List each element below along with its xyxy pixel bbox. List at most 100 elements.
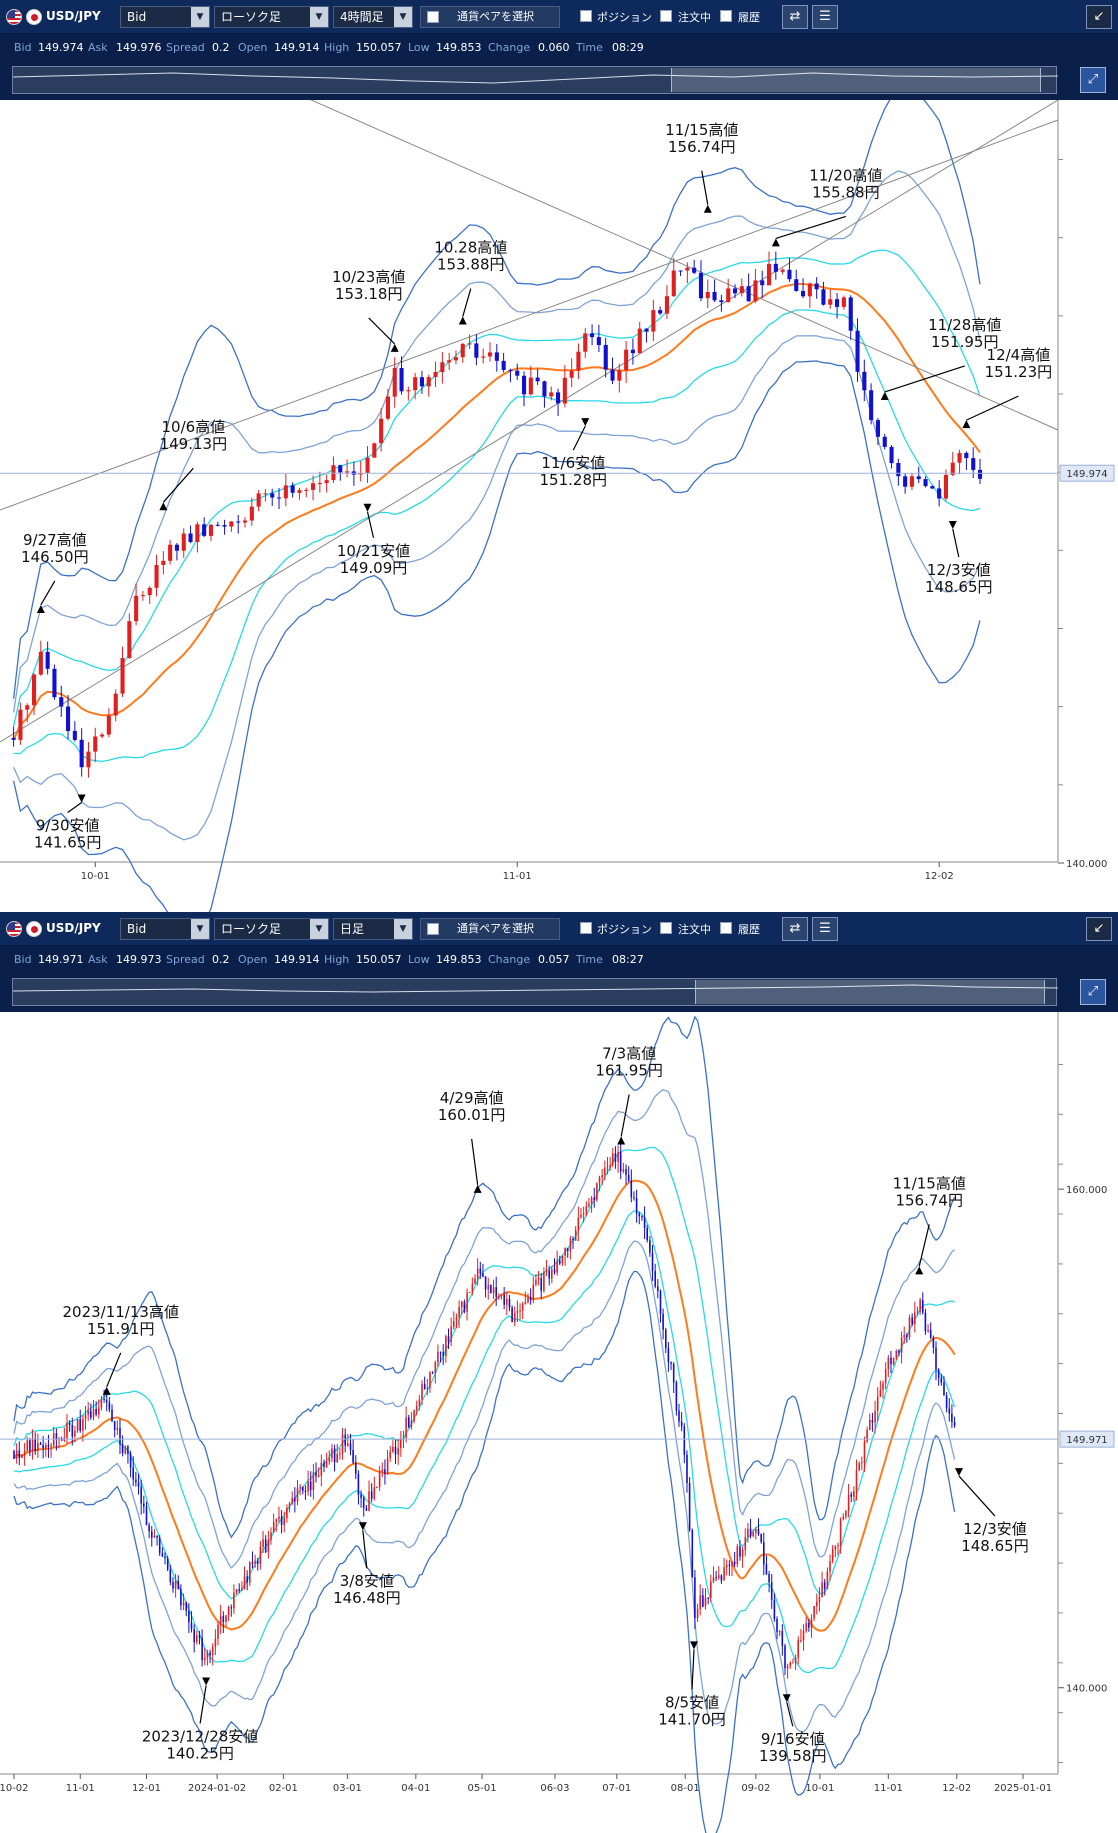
price-type-select[interactable]: Bid ▼ — [120, 6, 210, 28]
candle-body — [625, 1169, 627, 1175]
candle-body — [423, 1384, 426, 1390]
position-checkbox[interactable] — [580, 922, 592, 934]
candle-body — [906, 1335, 908, 1338]
candle-body — [853, 1491, 855, 1497]
candle-body — [760, 280, 765, 286]
candle-body — [405, 1417, 407, 1438]
candle-body — [624, 349, 629, 371]
candle-body — [455, 1317, 458, 1322]
candle-body — [768, 1574, 770, 1583]
price-chart-daily[interactable]: 160.000 140.000 10-02 11-01 12-01 2024-01-02 0… — [0, 1012, 1118, 1833]
chart-tool-icon[interactable]: ⇄ — [782, 5, 808, 29]
chart-style-select[interactable]: ローソク足 ▼ — [214, 6, 329, 28]
candle-body — [421, 1384, 423, 1400]
navigator-scroller[interactable] — [12, 978, 1058, 1006]
candle-body — [755, 1529, 757, 1533]
x-tick-label: 11-01 — [66, 1783, 95, 1794]
candle-body — [201, 1637, 203, 1661]
candle-body — [270, 493, 275, 498]
collapse-arrow-icon[interactable]: ↙ — [1086, 5, 1112, 29]
price-type-select[interactable]: Bid ▼ — [120, 918, 210, 940]
candle-body — [275, 1519, 278, 1522]
annotation-value: 146.48円 — [333, 1589, 401, 1607]
candle-body — [11, 737, 16, 740]
position-checkbox[interactable] — [580, 10, 592, 22]
candle-body — [930, 486, 935, 489]
candle-body — [637, 328, 642, 354]
candle-body — [802, 1630, 805, 1641]
time-label: Time — [576, 953, 603, 966]
candle-body — [736, 1546, 739, 1565]
plot-background — [0, 1012, 1118, 1833]
candle-body — [484, 1276, 487, 1290]
x-tick-label: 2025-01-01 — [994, 1783, 1052, 1794]
select-pair-button[interactable]: 通貨ペアを選択 — [420, 6, 560, 28]
annotation-value: 149.13円 — [160, 435, 228, 453]
history-checkbox[interactable] — [720, 922, 732, 934]
high-value: 150.057 — [356, 953, 402, 966]
price-chart-4h[interactable]: 140.000 10-01 11-01 12-02 149.974 9/27高値146.5… — [0, 100, 1118, 912]
candle-body — [103, 1399, 105, 1400]
annotation-arrowhead — [948, 520, 957, 529]
expand-icon[interactable]: ⤢ — [1080, 67, 1106, 93]
candle-body — [739, 1546, 741, 1557]
candle-body — [866, 1429, 868, 1442]
annotation-value: 161.95円 — [595, 1062, 663, 1080]
high-label: High — [324, 41, 350, 54]
candle-body — [119, 1427, 121, 1445]
candle-body — [712, 1577, 715, 1582]
low-value: 149.853 — [436, 41, 482, 54]
candle-body — [515, 370, 520, 376]
open-label: Open — [238, 953, 268, 966]
select-pair-checkbox[interactable] — [427, 923, 439, 935]
annotation-arrowhead — [690, 1641, 699, 1650]
currency-pair-label[interactable]: USD/JPY — [46, 9, 101, 23]
candle-body — [408, 1417, 410, 1427]
trend-line — [0, 100, 1059, 743]
candle-body — [397, 1448, 399, 1455]
annotation-label: 11/15高値 — [893, 1174, 966, 1192]
candle-body — [532, 1284, 535, 1301]
navigator-selection-handle[interactable] — [695, 980, 1045, 1004]
candle-body — [612, 1153, 614, 1165]
settings-list-icon[interactable]: ☰ — [812, 917, 838, 941]
currency-pair-label[interactable]: USD/JPY — [46, 921, 101, 935]
candle-body — [355, 1462, 357, 1474]
candle-body — [582, 1213, 585, 1215]
history-checkbox[interactable] — [720, 10, 732, 22]
timeframe-select[interactable]: 日足 ▼ — [333, 918, 413, 940]
candle-body — [875, 420, 880, 437]
candle-body — [535, 377, 540, 382]
candle-body — [120, 658, 125, 694]
candle-body — [399, 368, 404, 392]
candle-body — [957, 452, 962, 463]
navigator-selection-handle[interactable] — [671, 68, 1041, 92]
candle-body — [331, 1448, 333, 1459]
chart-style-select[interactable]: ローソク足 ▼ — [214, 918, 329, 940]
candle-body — [463, 1301, 466, 1312]
collapse-arrow-icon[interactable]: ↙ — [1086, 917, 1112, 941]
order-checkbox[interactable] — [660, 922, 672, 934]
candle-body — [402, 1437, 405, 1439]
select-pair-button[interactable]: 通貨ペアを選択 — [420, 918, 560, 940]
bid-label: Bid — [14, 41, 32, 54]
candle-body — [113, 693, 118, 716]
annotation-value: 140.25円 — [166, 1745, 234, 1763]
annotation-label: 12/3安値 — [963, 1520, 1027, 1538]
candle-body — [670, 1362, 672, 1364]
timeframe-select[interactable]: 4時間足 ▼ — [333, 6, 413, 28]
expand-icon[interactable]: ⤢ — [1080, 979, 1106, 1005]
navigator-scroller[interactable] — [12, 66, 1058, 94]
order-checkbox[interactable] — [660, 10, 672, 22]
annotation-label: 10/6高値 — [161, 418, 225, 436]
candle-body — [32, 674, 37, 706]
settings-list-icon[interactable]: ☰ — [812, 5, 838, 29]
candle-body — [638, 1213, 641, 1217]
candle-body — [272, 1522, 275, 1533]
annotation-arrow — [884, 365, 965, 393]
candle-body — [333, 1448, 336, 1463]
chart-tool-icon[interactable]: ⇄ — [782, 917, 808, 941]
candle-body — [863, 1441, 866, 1463]
annotation-arrow — [691, 1649, 695, 1690]
select-pair-checkbox[interactable] — [427, 11, 439, 23]
